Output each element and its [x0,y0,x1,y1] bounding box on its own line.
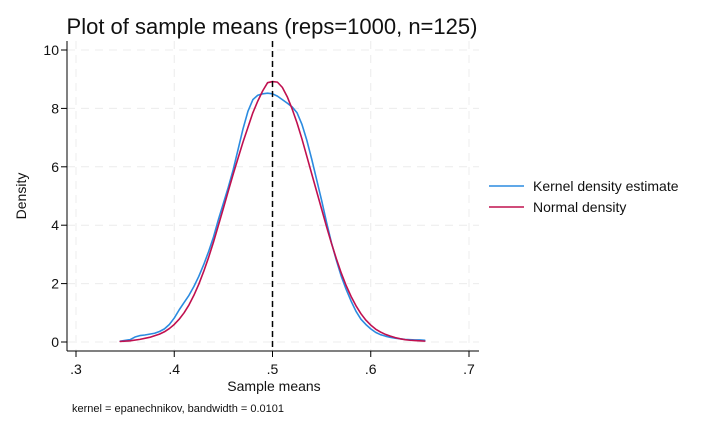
y-tick-label: 8 [51,100,59,116]
x-tick-label: .5 [267,361,279,377]
kernel-density-line [119,92,426,342]
y-tick-label: 2 [51,276,59,292]
legend-label: Normal density [533,199,626,215]
legend-label: Kernel density estimate [533,178,679,194]
y-tick-label: 6 [51,159,59,175]
x-tick-label: .4 [168,361,180,377]
chart-note: kernel = epanechnikov, bandwidth = 0.010… [72,403,284,415]
x-axis-label: Sample means [227,378,320,394]
normal-density-line [119,80,426,343]
x-tick-label: .3 [70,361,82,377]
y-tick-label: 4 [51,217,59,233]
gridlines [67,41,479,351]
axes: .3 .4 .5 .6 .7 0 2 4 6 8 10 [43,41,479,377]
legend: Kernel density estimate Normal density [489,178,679,215]
y-tick-label: 0 [51,334,59,350]
series-lines [119,41,426,351]
y-axis-label: Density [13,173,29,220]
y-tick-label: 10 [43,42,59,58]
x-tick-label: .7 [463,361,475,377]
x-tick-label: .6 [365,361,377,377]
chart-title: Plot of sample means (reps=1000, n=125) [67,14,478,39]
